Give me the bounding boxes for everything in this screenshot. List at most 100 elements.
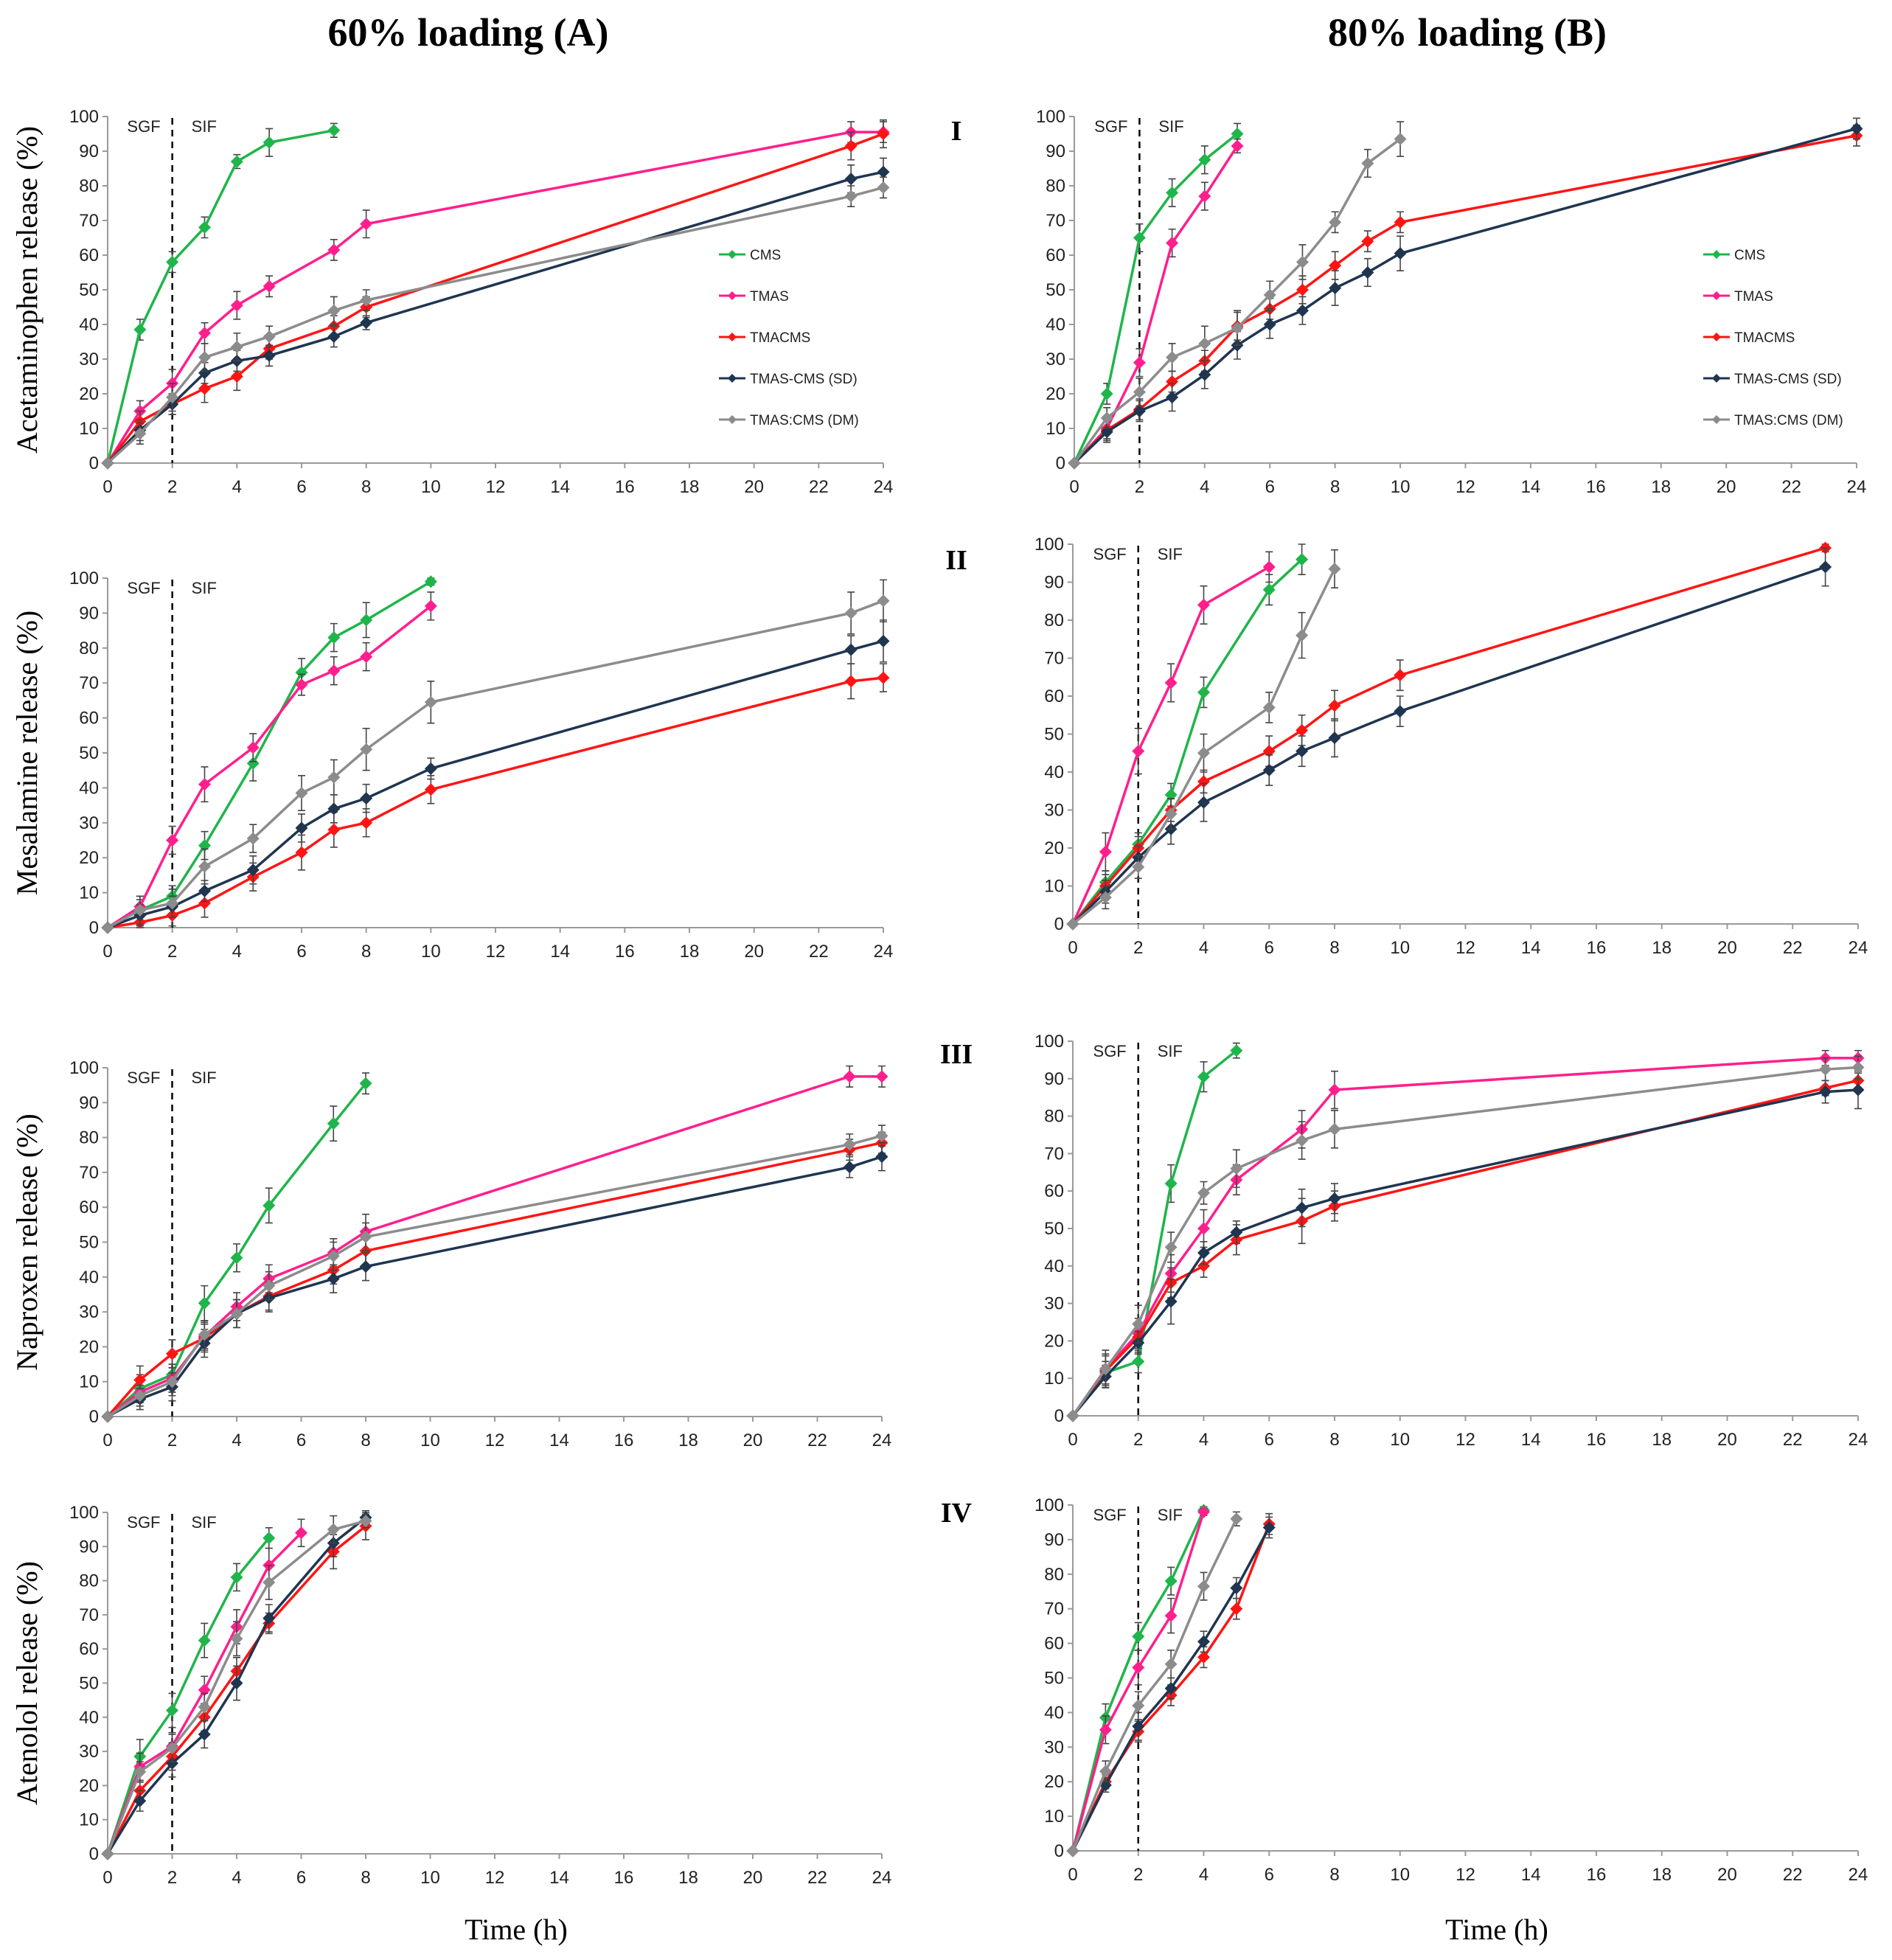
data-point: [1262, 763, 1276, 776]
data-point: [875, 1129, 888, 1142]
y-tick-label: 80: [1044, 611, 1064, 630]
y-tick-label: 10: [1044, 1369, 1064, 1389]
data-point: [1133, 356, 1146, 369]
data-point: [1198, 368, 1211, 381]
data-point: [1164, 788, 1178, 802]
data-point: [1166, 186, 1179, 199]
data-point: [1066, 1844, 1079, 1858]
y-tick-label: 40: [79, 315, 99, 335]
data-point: [844, 606, 858, 619]
data-point: [295, 787, 308, 800]
x-tick-label: 8: [1329, 1865, 1339, 1885]
data-point: [1263, 318, 1276, 331]
data-point: [1132, 861, 1145, 874]
y-axis-label: Mesalamine release (%): [10, 611, 44, 895]
series-line: [106, 1082, 367, 1418]
x-tick-label: 22: [807, 1431, 827, 1450]
row-label-iv: IV: [941, 1498, 973, 1529]
x-tick-label: 22: [1783, 1865, 1803, 1885]
data-point: [133, 1389, 147, 1403]
data-point: [246, 863, 260, 877]
sgf-label: SGF: [127, 1513, 160, 1532]
sgf-label: SGF: [127, 579, 160, 597]
series-cms: [1066, 1042, 1243, 1422]
data-point: [166, 1704, 178, 1717]
sif-label: SIF: [192, 117, 217, 136]
data-point: [198, 860, 211, 873]
series-tmas: [101, 1518, 307, 1860]
data-point: [166, 1756, 178, 1770]
data-point: [230, 1632, 243, 1645]
data-point: [1132, 1630, 1145, 1643]
y-tick-label: 80: [1046, 176, 1065, 196]
series-line: [106, 186, 884, 465]
series-tmas-cms-dm: [1066, 1055, 1865, 1422]
data-point: [1132, 1699, 1145, 1712]
series-line: [106, 1516, 367, 1855]
data-point: [295, 666, 308, 679]
data-point: [360, 792, 373, 805]
data-point: [1133, 232, 1146, 244]
y-tick-label: 100: [1034, 1032, 1064, 1052]
data-point: [295, 678, 308, 692]
series-cms: [101, 1072, 372, 1423]
sif-label: SIF: [192, 1513, 217, 1532]
chart-b-iii: 0 2 4 6 8 10 12 14 16 18 20 22 240102030405060708090…: [1034, 1032, 1868, 1450]
series-tmas-cms-dm: [101, 1125, 888, 1423]
data-point: [360, 614, 373, 627]
data-point: [1230, 1044, 1243, 1057]
data-point: [1197, 1635, 1210, 1648]
data-point: [1295, 1201, 1309, 1214]
data-point: [844, 190, 858, 203]
series-line: [1073, 138, 1402, 465]
x-tick-label: 22: [1783, 1430, 1803, 1450]
data-point: [1262, 745, 1276, 758]
data-point: [1099, 1765, 1112, 1778]
x-tick-label: 4: [232, 1431, 241, 1450]
y-tick-label: 90: [79, 1093, 99, 1113]
y-tick-label: 50: [79, 1674, 99, 1694]
data-point: [1197, 1259, 1210, 1273]
data-point: [327, 243, 341, 257]
y-tick-label: 10: [1044, 1807, 1064, 1827]
data-point: [198, 1700, 211, 1714]
series-line: [106, 131, 883, 464]
sgf-label: SGF: [127, 1068, 160, 1087]
data-point: [327, 330, 341, 343]
data-point: [1295, 1134, 1309, 1147]
series-tmas-cms-dm: [1068, 121, 1407, 470]
data-point: [166, 255, 179, 268]
x-tick-label: 4: [1199, 1865, 1208, 1885]
data-point: [1394, 705, 1407, 718]
data-point: [198, 351, 211, 364]
y-tick-label: 90: [1044, 573, 1064, 593]
x-tick-label: 8: [361, 1431, 370, 1450]
data-point: [844, 675, 858, 688]
data-point: [1262, 701, 1276, 714]
series-line: [107, 639, 884, 929]
series-cms: [101, 1527, 276, 1860]
y-axis-label: Acetaminophen release (%): [10, 126, 44, 453]
data-point: [327, 124, 341, 137]
data-point: [1230, 1602, 1243, 1616]
data-point: [246, 741, 260, 754]
x-tick-label: 0: [102, 1431, 112, 1450]
y-tick-label: 70: [1044, 649, 1064, 669]
x-tick-label: 4: [1199, 1430, 1208, 1450]
y-tick-label: 90: [1046, 142, 1065, 161]
sif-label: SIF: [192, 1068, 217, 1087]
x-tick-label: 20: [1717, 938, 1737, 958]
y-tick-label: 40: [1044, 1257, 1064, 1276]
legend-swatch-marker: [728, 374, 737, 383]
data-point: [1819, 1085, 1832, 1099]
data-point: [1132, 1720, 1145, 1733]
column-title-right: 80% loading (B): [1328, 10, 1607, 55]
data-point: [198, 382, 211, 395]
legend-entry-tmas-cms-sd: TMAS-CMS (SD): [1734, 372, 1842, 387]
series-tmacms: [101, 663, 890, 934]
data-point: [1100, 387, 1113, 400]
y-axis-label: Atenolol release (%): [10, 1561, 44, 1805]
legend-swatch-marker: [1712, 333, 1721, 341]
x-tick-label: 12: [1455, 1430, 1475, 1450]
sgf-label: SGF: [1094, 117, 1127, 136]
